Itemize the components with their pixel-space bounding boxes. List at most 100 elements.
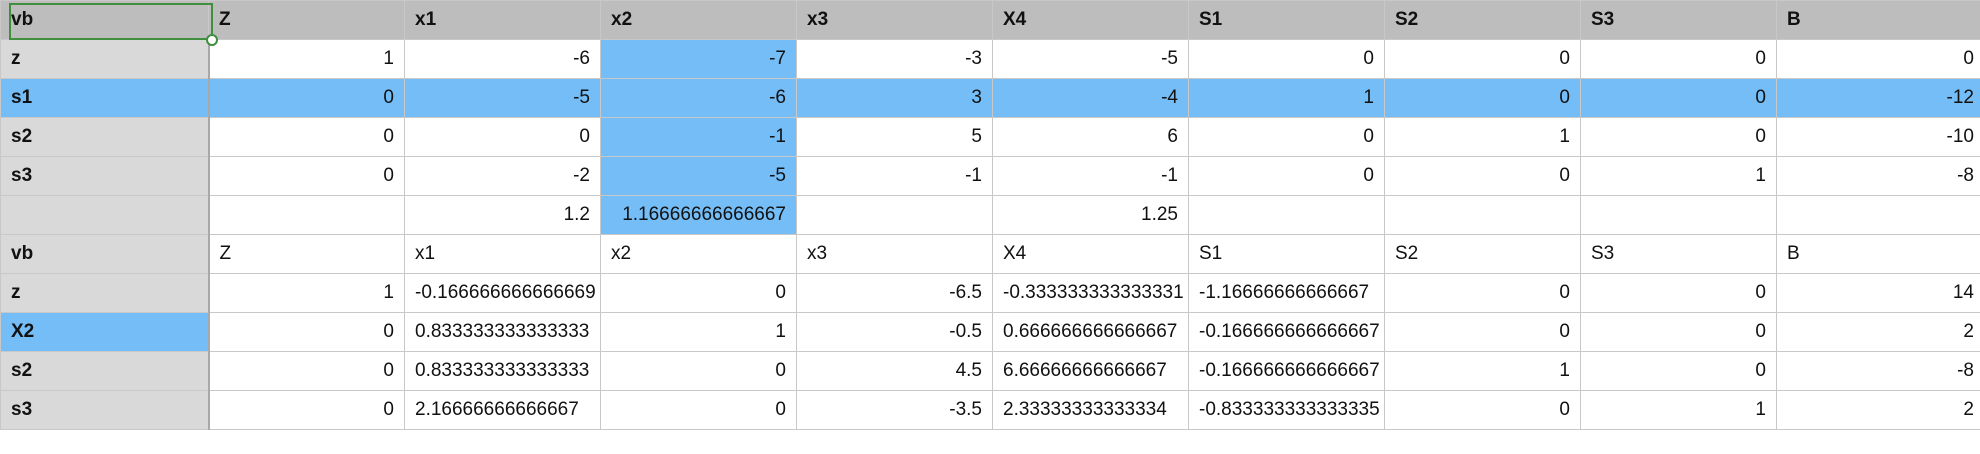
cell[interactable]: 0 [600,351,797,391]
cell[interactable]: 0 [1384,312,1581,352]
cell[interactable]: 0.833333333333333 [404,312,601,352]
row-label[interactable]: vb [0,234,210,274]
cell[interactable]: 0 [1188,39,1385,79]
cell[interactable]: 0 [1580,312,1777,352]
cell[interactable]: 0 [1384,78,1581,118]
row-label[interactable]: s1 [0,78,210,118]
cell[interactable]: -0.333333333333331 [992,273,1189,313]
cell[interactable]: 0 [208,78,405,118]
header-cell-z[interactable]: Z [208,0,405,40]
cell[interactable]: 1.2 [404,195,601,235]
cell[interactable]: x3 [796,234,993,274]
cell[interactable]: 3 [796,78,993,118]
cell[interactable] [208,195,405,235]
cell[interactable]: 0 [1580,273,1777,313]
cell[interactable]: -6 [404,39,601,79]
cell[interactable] [1188,195,1385,235]
cell[interactable]: -1 [796,156,993,196]
row-label[interactable]: X2 [0,312,210,352]
header-cell-b[interactable]: B [1776,0,1980,40]
row-label[interactable]: z [0,39,210,79]
header-cell-s1[interactable]: S1 [1188,0,1385,40]
row-label[interactable]: s2 [0,351,210,391]
cell[interactable]: B [1776,234,1980,274]
cell[interactable]: 5 [796,117,993,157]
cell[interactable] [1384,195,1581,235]
cell[interactable]: -10 [1776,117,1980,157]
cell[interactable]: -4 [992,78,1189,118]
cell[interactable]: 2 [1776,390,1980,430]
cell[interactable]: -0.166666666666667 [1188,312,1385,352]
cell[interactable]: 1 [208,39,405,79]
row-label[interactable]: s3 [0,390,210,430]
header-cell-vb[interactable]: vb [0,0,209,40]
cell[interactable]: 1 [208,273,405,313]
cell[interactable]: 2.33333333333334 [992,390,1189,430]
cell[interactable]: 1 [1188,78,1385,118]
cell[interactable]: -0.833333333333335 [1188,390,1385,430]
cell[interactable]: -5 [992,39,1189,79]
cell[interactable]: x1 [404,234,601,274]
row-label[interactable]: s3 [0,156,210,196]
cell[interactable]: -0.5 [796,312,993,352]
header-cell-s3[interactable]: S3 [1580,0,1777,40]
row-label[interactable] [0,195,210,235]
cell[interactable]: -1.16666666666667 [1188,273,1385,313]
cell[interactable]: 0 [1580,351,1777,391]
cell[interactable]: 14 [1776,273,1980,313]
cell[interactable]: -8 [1776,156,1980,196]
cell[interactable]: -0.166666666666669 [404,273,601,313]
cell[interactable]: -0.166666666666667 [1188,351,1385,391]
header-cell-x4[interactable]: X4 [992,0,1189,40]
header-cell-x2[interactable]: x2 [600,0,797,40]
cell[interactable]: 0.666666666666667 [992,312,1189,352]
header-cell-x3[interactable]: x3 [796,0,993,40]
cell[interactable]: -3 [796,39,993,79]
cell[interactable]: -12 [1776,78,1980,118]
cell[interactable]: -2 [404,156,601,196]
cell[interactable] [1580,195,1777,235]
cell[interactable]: 0 [208,351,405,391]
cell[interactable]: 1.25 [992,195,1189,235]
row-label[interactable]: s2 [0,117,210,157]
cell[interactable]: 1 [1384,351,1581,391]
cell[interactable]: 4.5 [796,351,993,391]
cell[interactable] [1776,195,1980,235]
cell[interactable]: 0 [208,390,405,430]
fill-handle[interactable] [206,34,218,46]
cell[interactable]: S2 [1384,234,1581,274]
cell[interactable]: 0 [1188,117,1385,157]
cell[interactable] [796,195,993,235]
cell[interactable]: x2 [600,234,797,274]
cell[interactable]: 1 [1580,156,1777,196]
cell[interactable]: 0 [1580,117,1777,157]
cell[interactable]: -5 [404,78,601,118]
cell[interactable]: 1 [600,312,797,352]
cell[interactable]: 0 [1580,78,1777,118]
cell[interactable]: 0 [1384,39,1581,79]
cell[interactable]: -7 [600,39,797,79]
cell[interactable]: 0 [600,273,797,313]
cell[interactable]: -1 [992,156,1189,196]
header-cell-x1[interactable]: x1 [404,0,601,40]
cell[interactable]: 2 [1776,312,1980,352]
cell[interactable]: 1 [1384,117,1581,157]
cell[interactable]: 0 [208,156,405,196]
cell[interactable]: 0 [404,117,601,157]
cell[interactable]: 0 [1384,390,1581,430]
cell[interactable]: Z [208,234,405,274]
cell[interactable]: S1 [1188,234,1385,274]
row-label[interactable]: z [0,273,210,313]
cell[interactable]: 6.66666666666667 [992,351,1189,391]
cell[interactable]: 2.16666666666667 [404,390,601,430]
cell[interactable]: -3.5 [796,390,993,430]
cell[interactable]: 0 [208,312,405,352]
cell[interactable]: S3 [1580,234,1777,274]
cell[interactable]: 0 [1580,39,1777,79]
cell[interactable]: -6 [600,78,797,118]
cell[interactable]: 0 [1384,156,1581,196]
cell[interactable]: -6.5 [796,273,993,313]
cell[interactable]: 0 [208,117,405,157]
cell[interactable]: 1 [1580,390,1777,430]
cell[interactable]: 0 [1188,156,1385,196]
